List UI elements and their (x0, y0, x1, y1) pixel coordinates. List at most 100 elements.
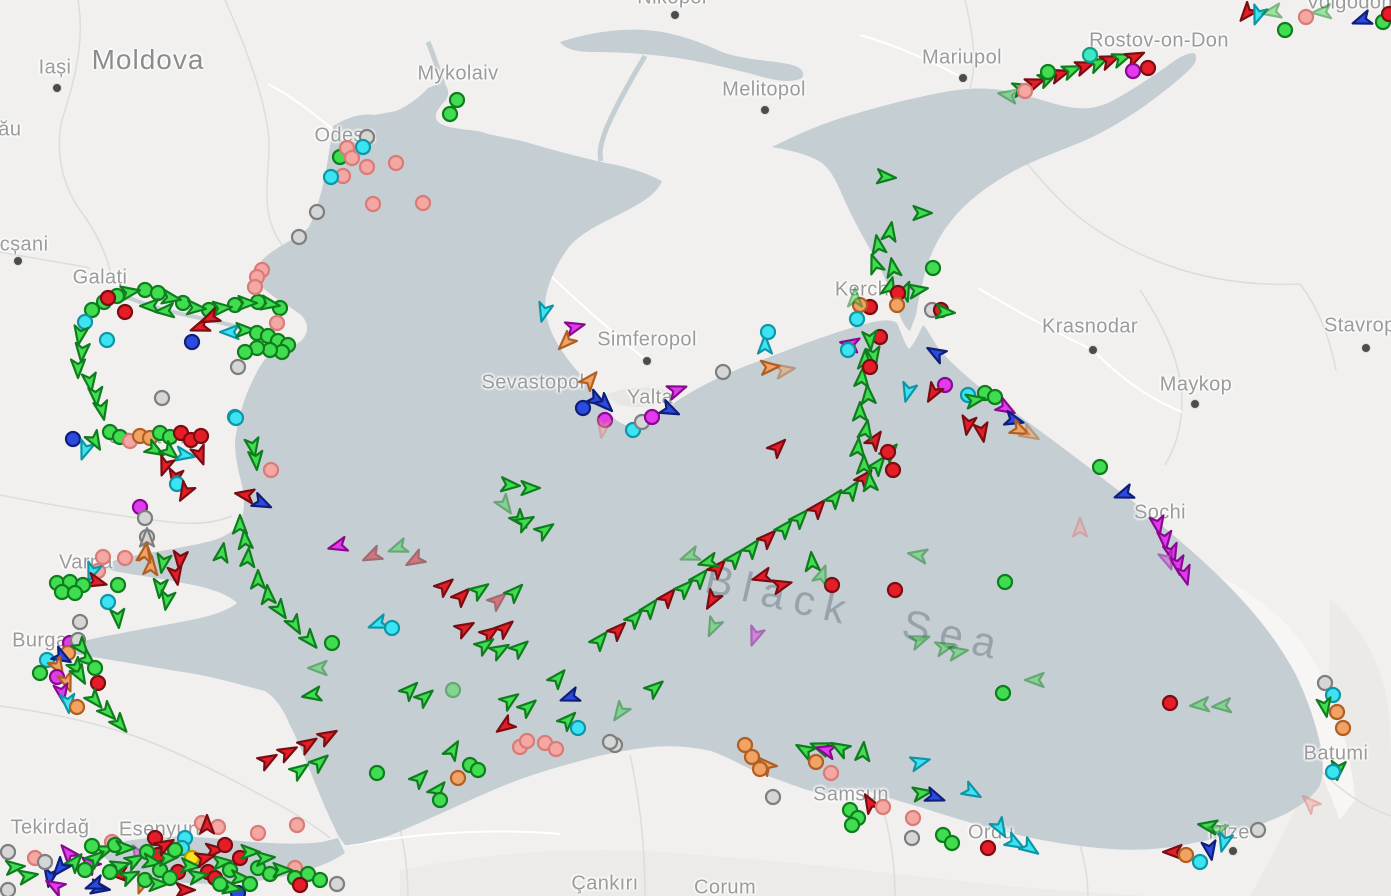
vessel-arrow-marker[interactable] (865, 252, 886, 276)
vessel-arrow-marker[interactable] (665, 380, 689, 401)
vessel-arrow-marker[interactable] (198, 306, 222, 329)
vessel-arrow-marker[interactable] (298, 627, 322, 652)
vessel-dot-marker[interactable] (839, 341, 857, 359)
vessel-arrow-marker[interactable] (138, 526, 156, 548)
vessel-arrow-marker[interactable] (959, 414, 978, 436)
vessel-arrow-marker[interactable] (924, 342, 948, 365)
vessel-arrow-marker[interactable] (441, 738, 464, 762)
vessel-dot-marker[interactable] (246, 278, 264, 296)
vessel-arrow-marker[interactable] (1315, 696, 1334, 718)
vessel-arrow-marker[interactable] (276, 741, 300, 764)
vessel-arrow-marker[interactable] (432, 574, 457, 598)
vessel-arrow-marker[interactable] (211, 854, 234, 871)
vessel-arrow-marker[interactable] (964, 391, 986, 410)
vessel-arrow-marker[interactable] (366, 613, 390, 634)
vessel-arrow-marker[interactable] (869, 234, 888, 256)
vessel-arrow-marker[interactable] (283, 613, 306, 637)
vessel-arrow-marker[interactable] (193, 849, 216, 869)
vessel-arrow-marker[interactable] (17, 867, 39, 886)
vessel-arrow-marker[interactable] (1350, 9, 1374, 30)
vessel-arrow-marker[interactable] (922, 381, 945, 405)
vessel-arrow-marker[interactable] (307, 750, 332, 774)
vessel-dot-marker[interactable] (53, 583, 71, 601)
vessel-dot-marker[interactable] (1091, 458, 1109, 476)
vessel-arrow-marker[interactable] (175, 881, 197, 896)
vessel-arrow-marker[interactable] (972, 421, 991, 443)
vessel-dot-marker[interactable] (469, 761, 487, 779)
vessel-arrow-marker[interactable] (259, 294, 281, 313)
vessel-arrow-marker[interactable] (793, 739, 817, 762)
vessel-dot-marker[interactable] (888, 296, 906, 314)
vessel-dot-marker[interactable] (924, 259, 942, 277)
vessel-dot-marker[interactable] (66, 584, 84, 602)
vessel-dot-marker[interactable] (323, 634, 341, 652)
vessel-arrow-marker[interactable] (239, 546, 256, 569)
vessel-dot-marker[interactable] (643, 408, 661, 426)
vessel-arrow-marker[interactable] (83, 874, 107, 895)
vessel-dot-marker[interactable] (64, 430, 82, 448)
vessel-dot-marker[interactable] (76, 861, 94, 879)
vessel-arrow-marker[interactable] (108, 711, 132, 736)
vessel-arrow-marker[interactable] (532, 519, 557, 542)
vessel-arrow-marker[interactable] (1017, 836, 1042, 859)
vessel-arrow-marker[interactable] (477, 622, 502, 645)
vessel-dot-marker[interactable] (161, 869, 179, 887)
vessel-arrow-marker[interactable] (386, 537, 410, 558)
vessel-arrow-marker[interactable] (853, 366, 870, 389)
vessel-arrow-marker[interactable] (588, 628, 612, 653)
vessel-arrow-marker[interactable] (828, 737, 852, 760)
vessel-arrow-marker[interactable] (403, 548, 427, 571)
vessel-arrow-marker[interactable] (83, 687, 107, 712)
vessel-arrow-marker[interactable] (229, 869, 252, 886)
vessel-dot-marker[interactable] (311, 871, 329, 889)
vessel-arrow-marker[interactable] (815, 741, 838, 761)
vessel-arrow-marker[interactable] (554, 329, 579, 354)
vessel-dot-marker[interactable] (71, 613, 89, 631)
vessel-arrow-marker[interactable] (934, 303, 957, 320)
vessel-arrow-marker[interactable] (488, 639, 512, 662)
vessel-arrow-marker[interactable] (594, 417, 613, 439)
vessel-dot-marker[interactable] (322, 168, 340, 186)
vessel-arrow-marker[interactable] (172, 549, 189, 572)
vessel-arrow-marker[interactable] (157, 440, 182, 464)
vessel-arrow-marker[interactable] (642, 676, 667, 700)
vessel-dot-marker[interactable] (227, 409, 245, 427)
vessel-arrow-marker[interactable] (862, 470, 879, 493)
vessel-dot-marker[interactable] (183, 333, 201, 351)
vessel-dot-marker[interactable] (216, 836, 234, 854)
vessel-arrow-marker[interactable] (95, 699, 120, 724)
vessel-dot-marker[interactable] (211, 875, 229, 893)
vessel-arrow-marker[interactable] (157, 850, 180, 867)
vessel-arrow-marker[interactable] (759, 359, 782, 376)
vessel-arrow-marker[interactable] (83, 429, 106, 453)
vessel-arrow-marker[interactable] (880, 221, 899, 243)
vessel-arrow-marker[interactable] (249, 568, 267, 590)
vessel-arrow-marker[interactable] (623, 606, 647, 631)
vessel-arrow-marker[interactable] (1298, 791, 1323, 816)
vessel-dot-marker[interactable] (1016, 82, 1034, 100)
vessel-arrow-marker[interactable] (43, 875, 67, 896)
vessel-arrow-marker[interactable] (187, 867, 209, 886)
vessel-dot-marker[interactable] (449, 769, 467, 787)
vessel-arrow-marker[interactable] (287, 759, 312, 782)
vessel-dot-marker[interactable] (1334, 719, 1352, 737)
vessel-arrow-marker[interactable] (235, 321, 257, 339)
vessel-arrow-marker[interactable] (1156, 529, 1173, 552)
vessel-dot-marker[interactable] (368, 764, 386, 782)
vessel-arrow-marker[interactable] (745, 624, 766, 648)
vessel-arrow-marker[interactable] (4, 859, 27, 876)
vessel-dot-marker[interactable] (848, 310, 866, 328)
vessel-arrow-marker[interactable] (907, 546, 929, 565)
vessel-dot-marker[interactable] (1380, 5, 1391, 23)
vessel-arrow-marker[interactable] (92, 399, 111, 421)
vessel-arrow-marker[interactable] (658, 398, 682, 421)
vessel-arrow-marker[interactable] (856, 419, 875, 441)
vessel-dot-marker[interactable] (943, 834, 961, 852)
vessel-arrow-marker[interactable] (499, 476, 522, 493)
vessel-arrow-marker[interactable] (1112, 483, 1136, 504)
vessel-dot-marker[interactable] (1249, 821, 1267, 839)
vessel-arrow-marker[interactable] (884, 257, 903, 279)
vessel-arrow-marker[interactable] (179, 857, 202, 874)
vessel-arrow-marker[interactable] (502, 580, 527, 605)
vessel-dot-marker[interactable] (904, 809, 922, 827)
